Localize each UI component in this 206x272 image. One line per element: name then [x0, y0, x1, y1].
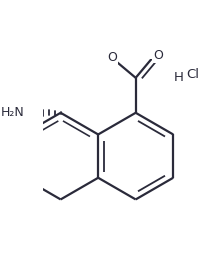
Text: O: O	[107, 51, 117, 64]
Text: O: O	[153, 49, 163, 62]
Text: Cl: Cl	[186, 68, 199, 81]
Text: H: H	[174, 72, 184, 85]
Text: H₂N: H₂N	[0, 106, 24, 119]
